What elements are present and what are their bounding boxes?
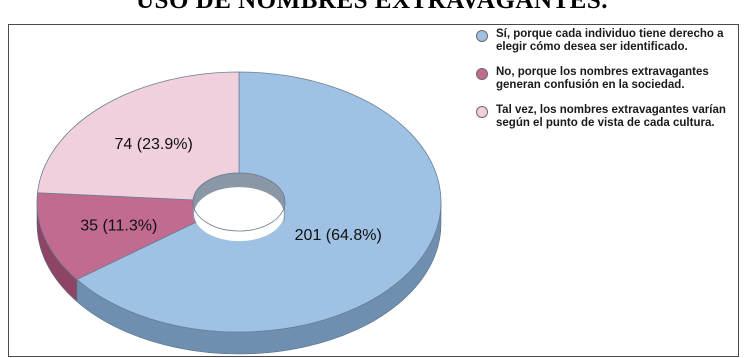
legend-swatch-no bbox=[476, 68, 488, 80]
data-label-tal-vez: 74 (23.9%) bbox=[115, 136, 193, 153]
pie-hole-wall bbox=[193, 173, 285, 224]
legend-item-si: Sí, porque cada individuo tiene derecho … bbox=[474, 28, 736, 54]
legend-label-tal-vez: Tal vez, los nombres extravagantes varía… bbox=[496, 104, 726, 129]
pie-hole bbox=[194, 187, 284, 242]
legend-label-si: Sí, porque cada individuo tiene derecho … bbox=[496, 28, 724, 53]
legend-label-no: No, porque los nombres extravagantes gen… bbox=[496, 66, 709, 91]
chart-title: USO DE NOMBRES EXTRAVAGANTES. bbox=[135, 0, 609, 14]
legend-item-no: No, porque los nombres extravagantes gen… bbox=[474, 66, 736, 92]
chart-legend: Sí, porque cada individuo tiene derecho … bbox=[474, 28, 736, 142]
data-label-no: 35 (11.3%) bbox=[80, 218, 157, 235]
pie-tops bbox=[36, 71, 442, 333]
legend-swatch-tal-vez bbox=[476, 106, 488, 118]
chart-title-wrap: USO DE NOMBRES EXTRAVAGANTES. bbox=[0, 0, 744, 21]
pie-labels: 201 (64.8%) 35 (11.3%) 74 (23.9%) bbox=[80, 136, 382, 244]
legend-item-tal-vez: Tal vez, los nombres extravagantes varía… bbox=[474, 104, 736, 130]
legend-swatch-si bbox=[476, 30, 488, 42]
pie-hole-rim bbox=[192, 172, 286, 232]
data-label-si: 201 (64.8%) bbox=[295, 227, 382, 244]
